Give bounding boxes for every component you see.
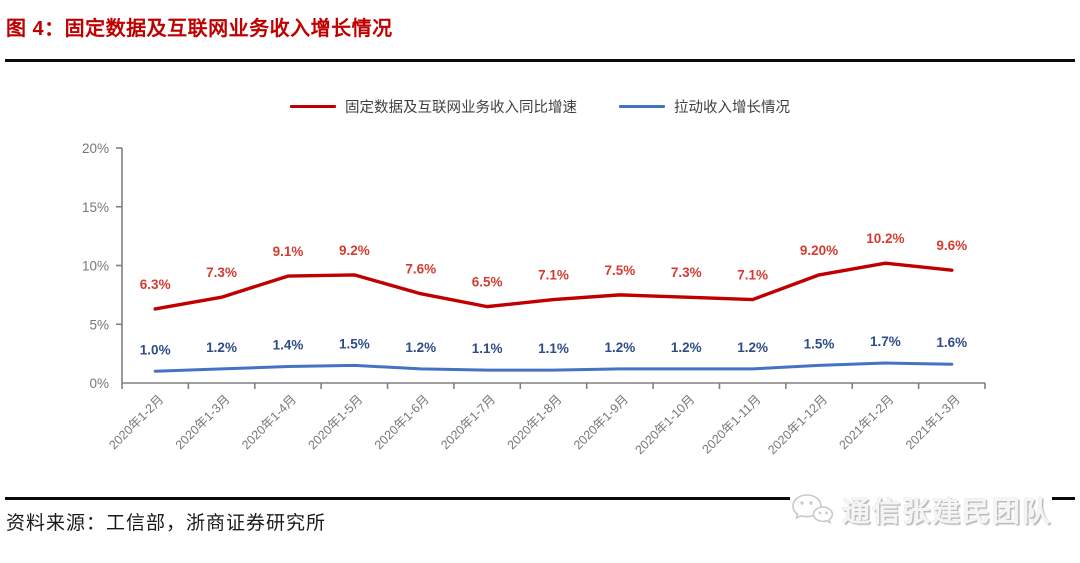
legend-label: 固定数据及互联网业务收入同比增速: [345, 100, 577, 116]
y-tick-label: 15%: [82, 200, 109, 215]
data-label-series-1: 1.5%: [804, 336, 835, 351]
data-label-series-0: 6.3%: [140, 277, 171, 292]
data-label-series-0: 6.5%: [472, 275, 503, 290]
y-tick-label: 5%: [89, 317, 109, 332]
data-label-series-0: 7.3%: [206, 265, 237, 280]
data-label-series-0: 7.3%: [671, 265, 702, 280]
x-tick-label: 2020年1-8月: [505, 392, 565, 452]
x-tick-label: 2021年1-2月: [837, 392, 897, 452]
data-label-series-0: 10.2%: [866, 231, 904, 246]
data-label-series-1: 1.2%: [206, 340, 237, 355]
x-tick-label: 2021年1-3月: [903, 392, 963, 452]
y-tick-label: 20%: [82, 141, 109, 156]
series-line-1: [153, 361, 954, 373]
data-label-series-1: 1.6%: [936, 335, 967, 350]
x-tick-label: 2020年1-7月: [438, 392, 498, 452]
x-tick-label: 2020年1-11月: [699, 392, 763, 456]
data-label-series-1: 1.2%: [604, 340, 635, 355]
data-label-series-1: 1.5%: [339, 336, 370, 351]
x-tick-label: 2020年1-3月: [173, 392, 233, 452]
x-tick-label: 2020年1-4月: [239, 392, 299, 452]
x-tick-label: 2020年1-2月: [106, 392, 166, 452]
blue-line-swatch: [619, 105, 665, 108]
footer-divider: [5, 497, 1075, 500]
chart-canvas: 0% 5% 10% 15% 20% 2020年1-2月 2020年1-3月 2020年1-4月…: [82, 141, 986, 457]
x-tick-label: 2020年1-6月: [372, 392, 432, 452]
x-tick-label: 2020年1-9月: [571, 392, 631, 452]
data-label-series-0: 7.6%: [405, 262, 436, 277]
source-attribution: 资料来源：工信部，浙商证券研究所: [6, 513, 327, 534]
data-label-series-1: 1.1%: [538, 341, 569, 356]
data-label-series-1: 1.2%: [671, 340, 702, 355]
data-label-series-1: 1.4%: [273, 338, 304, 353]
data-label-series-0: 7.1%: [737, 268, 768, 283]
x-tick-label: 2020年1-12月: [765, 392, 830, 457]
watermark-text: 通信张建民团队: [841, 496, 1052, 527]
red-line-swatch: [290, 105, 336, 108]
x-tick-label: 2020年1-5月: [305, 392, 365, 452]
legend-label: 拉动收入增长情况: [674, 100, 790, 116]
team-watermark: 通信张建民团队: [789, 490, 1052, 530]
title-divider: [5, 59, 1075, 62]
y-tick-label: 0%: [89, 376, 109, 391]
data-label-series-1: 1.1%: [472, 341, 503, 356]
data-label-series-0: 9.2%: [339, 243, 370, 258]
chart-legend: 固定数据及互联网业务收入同比增速 拉动收入增长情况: [0, 96, 1080, 117]
data-label-series-1: 1.2%: [405, 340, 436, 355]
y-tick-label: 10%: [82, 259, 109, 274]
data-label-series-0: 9.20%: [800, 243, 838, 258]
legend-item-fixed-data-revenue: 固定数据及互联网业务收入同比增速: [290, 96, 577, 117]
data-label-series-0: 9.6%: [936, 238, 967, 253]
data-label-series-0: 9.1%: [273, 244, 304, 259]
series-line-0: [153, 261, 954, 311]
legend-item-revenue-pull: 拉动收入增长情况: [619, 96, 790, 117]
figure-title: 图 4：固定数据及互联网业务收入增长情况: [6, 18, 393, 40]
data-label-series-0: 7.5%: [604, 263, 635, 278]
x-tick-label: 2020年1-10月: [632, 392, 697, 457]
data-label-series-0: 7.1%: [538, 268, 569, 283]
data-label-series-1: 1.7%: [870, 334, 901, 349]
data-label-series-1: 1.0%: [140, 342, 171, 357]
data-label-series-1: 1.2%: [737, 340, 768, 355]
wechat-icon: [792, 494, 834, 525]
